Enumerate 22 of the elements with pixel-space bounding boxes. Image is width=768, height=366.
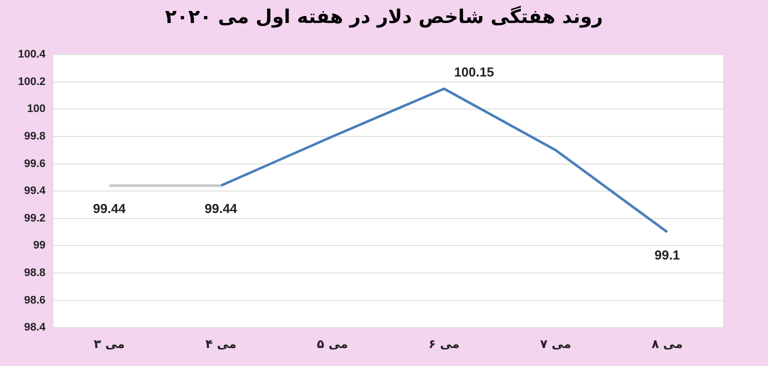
y-tick-label: 100.4 [18,48,46,61]
y-tick-label: 100.2 [18,76,46,88]
data-label: 99.44 [93,201,126,216]
y-tick-label: 99 [33,240,46,252]
x-tick-label: ۳ می [94,336,125,351]
x-tick-label: ۴ می [205,336,236,351]
x-tick-label: ۷ می [540,336,572,351]
y-tick-label: 99.4 [24,185,46,198]
y-tick-label: 100 [27,103,46,116]
x-tick-label: ۶ می [428,336,460,351]
y-tick-label: 98.4 [24,322,46,334]
y-tick-label: 98.6 [24,294,46,306]
chart-title: روند هفتگی شاخص دلار در هفته اول می ۲۰۲۰ [164,6,604,28]
x-tick-label: ۵ می [316,336,348,351]
data-label: 99.44 [204,201,238,216]
data-label: 100.15 [454,64,494,80]
y-tick-label: 99.8 [24,130,46,143]
y-tick-label: 99.2 [24,212,46,224]
y-tick-label: 99.6 [24,158,46,170]
y-tick-label: 98.8 [24,267,46,280]
x-tick-label: ۸ می [652,336,683,351]
data-label: 99.1 [654,248,680,263]
